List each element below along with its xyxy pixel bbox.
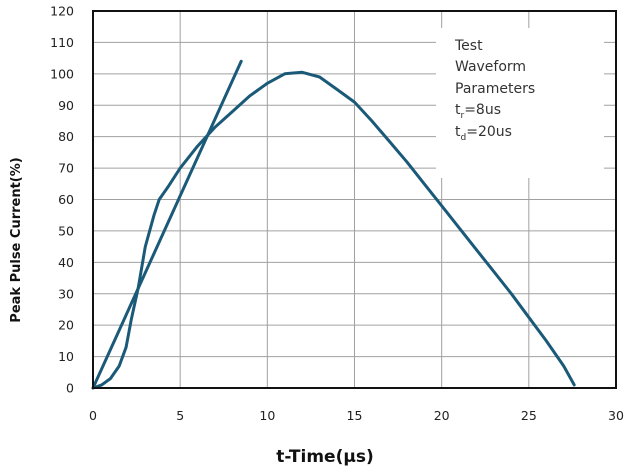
x-tick-label: 15: [347, 408, 363, 423]
tick-labels: 0 5 10 15 20 25 30 0 10 20 30 40 50 60 70 80 90 100 110 120: [50, 4, 624, 424]
legend-background: [436, 28, 604, 178]
x-tick-label: 10: [259, 408, 275, 423]
y-tick-label: 40: [58, 255, 74, 270]
waveform-curve: [91, 70, 576, 390]
y-tick-label: 50: [58, 223, 74, 238]
x-axis-title: t-Time(μs): [276, 447, 374, 467]
legend-title-line-3: Parameters: [455, 81, 535, 97]
y-axis-title: Peak Pulse Current(%): [9, 157, 24, 322]
plot-frame: [92, 10, 617, 389]
decay-time-value: =20us: [466, 124, 512, 140]
y-tick-label: 20: [58, 318, 74, 333]
legend-title-line-1: Test: [454, 38, 483, 54]
legend-decay-time: td=20us: [455, 124, 512, 143]
legend-rise-time: tr=8us: [455, 102, 501, 121]
rise-time-symbol: t: [455, 102, 461, 118]
y-tick-label: 30: [58, 286, 74, 301]
rise-time-value: =8us: [464, 102, 501, 118]
x-tick-label: 30: [608, 408, 624, 423]
legend-title-line-2: Waveform: [455, 59, 526, 75]
y-tick-label: 90: [58, 98, 74, 113]
x-tick-label: 25: [521, 408, 537, 423]
y-tick-label: 70: [58, 161, 74, 176]
x-tick-label: 20: [434, 408, 450, 423]
rise-time-line: [91, 59, 243, 390]
y-tick-label: 100: [50, 66, 74, 81]
y-tick-label: 0: [66, 381, 74, 396]
y-tick-label: 60: [58, 192, 74, 207]
legend-area: Test Waveform Parameters tr=8us td=20us: [436, 28, 604, 178]
y-tick-label: 10: [58, 349, 74, 364]
decay-time-subscript: d: [461, 133, 467, 143]
y-tick-label: 120: [50, 4, 74, 19]
x-tick-label: 0: [89, 408, 97, 423]
decay-time-symbol: t: [455, 124, 461, 140]
y-tick-label: 80: [58, 129, 74, 144]
series-group: [91, 59, 576, 390]
x-tick-label: 5: [176, 408, 184, 423]
rise-time-subscript: r: [461, 111, 465, 121]
y-tick-label: 110: [50, 35, 74, 50]
